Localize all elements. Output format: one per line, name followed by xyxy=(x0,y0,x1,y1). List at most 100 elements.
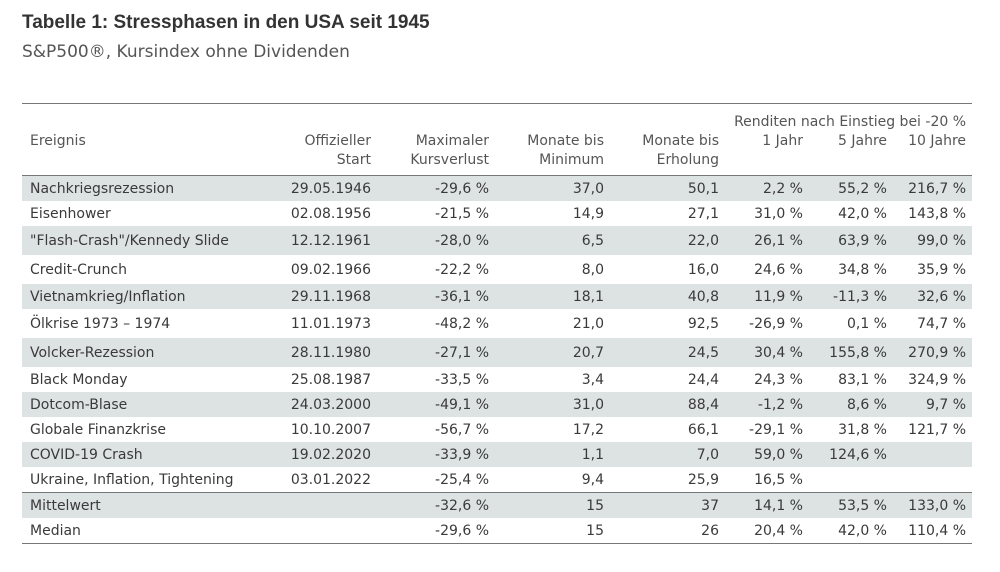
table-cell: -28,0 % xyxy=(377,226,495,255)
table-cell: 11.01.1973 xyxy=(290,315,371,332)
table-cell: -27,1 % xyxy=(377,338,495,367)
table-cell: 42,0 % xyxy=(809,518,893,544)
table-cell: 03.01.2022 xyxy=(290,471,371,488)
table-subtitle: S&P500®, Kursindex ohne Dividenden xyxy=(22,42,350,62)
table-cell: 31,0 % xyxy=(754,205,803,222)
table-cell: 09.02.1966 xyxy=(290,261,371,278)
column-header-1-jahr: 1 Jahr xyxy=(725,130,809,176)
table-cell: 0,1 % xyxy=(846,315,887,332)
table-cell: 63,9 % xyxy=(809,226,893,255)
table-cell: -11,3 % xyxy=(809,284,893,309)
event-name-cell: COVID-19 Crash xyxy=(22,442,272,467)
table-cell: 16,0 xyxy=(687,261,719,278)
table-row: Ölkrise 1973 – 1974 11.01.1973 -48,2 % 21,0… xyxy=(22,309,972,338)
table-cell: 74,7 % xyxy=(917,315,967,332)
table-body: Nachkriegsrezession 29.05.1946 -29,6 % 37,0… xyxy=(22,175,973,544)
table-cell: 37 xyxy=(610,492,725,518)
table-row: Volcker-Rezession 28.11.1980 -27,1 % 20,7 24… xyxy=(22,338,973,367)
header-spacer xyxy=(495,103,610,130)
table-cell: 29.11.1968 xyxy=(272,284,377,309)
returns-group-header: Renditen nach Einstieg bei -20 % xyxy=(725,103,973,130)
table-cell xyxy=(272,492,377,518)
table-cell: 29.05.1946 xyxy=(272,175,377,201)
table-row: Nachkriegsrezession 29.05.1946 -29,6 % 37,0… xyxy=(22,175,973,201)
table-cell: 28.11.1980 xyxy=(272,338,377,367)
table-cell: -25,4 % xyxy=(435,471,489,488)
table-cell: 124,6 % xyxy=(809,442,893,467)
table-cell: 11,9 % xyxy=(725,284,809,309)
table-cell: 24.03.2000 xyxy=(272,392,377,417)
table-cell: 30,4 % xyxy=(725,338,809,367)
table-cell: 7,0 xyxy=(610,442,725,467)
table-cell: -32,6 % xyxy=(377,492,495,518)
table-row: Ukraine, Inflation, Tightening 03.01.2022… xyxy=(22,467,972,493)
column-header-monate-minimum: Monate bis Minimum xyxy=(495,130,610,176)
table-cell: 66,1 xyxy=(687,421,719,438)
table-cell: 34,8 % xyxy=(838,261,887,278)
table-cell: 24,6 % xyxy=(754,261,803,278)
table-cell: -21,5 % xyxy=(435,205,489,222)
table-cell: 40,8 xyxy=(610,284,725,309)
event-name-cell: Credit-Crunch xyxy=(30,261,128,278)
table-cell: 31,0 xyxy=(495,392,610,417)
table-cell: 9,7 % xyxy=(893,392,973,417)
table-cell: 9,4 xyxy=(581,471,604,488)
table-cell: 22,0 xyxy=(610,226,725,255)
table-cell: 53,5 % xyxy=(809,492,893,518)
table-cell: 15 xyxy=(495,492,610,518)
column-header-5-jahre: 5 Jahre xyxy=(809,130,893,176)
header-spacer xyxy=(22,103,272,130)
table-cell: 1,1 xyxy=(495,442,610,467)
event-name-cell: Black Monday xyxy=(30,371,128,388)
event-name-cell: Median xyxy=(22,518,272,544)
table-cell: -29,1 % xyxy=(749,421,803,438)
event-name-cell: Dotcom-Blase xyxy=(22,392,272,417)
column-header-monate-erholung: Monate bis Erholung xyxy=(610,130,725,176)
table-cell: -22,2 % xyxy=(435,261,489,278)
event-name-cell: "Flash-Crash"/Kennedy Slide xyxy=(22,226,272,255)
table-cell: -48,2 % xyxy=(435,315,489,332)
table-cell: 19.02.2020 xyxy=(272,442,377,467)
table-cell: -49,1 % xyxy=(377,392,495,417)
event-name-cell: Mittelwert xyxy=(22,492,272,518)
table-cell: -29,6 % xyxy=(377,518,495,544)
table-cell: 24,5 xyxy=(610,338,725,367)
table-cell: 8,0 xyxy=(581,261,604,278)
stress-phases-table: Renditen nach Einstieg bei -20 % Ereigni… xyxy=(22,103,973,544)
table-cell: 16,5 % xyxy=(754,471,803,488)
table-cell: 18,1 xyxy=(495,284,610,309)
table-cell: 83,1 % xyxy=(838,371,887,388)
column-header-10-jahre: 10 Jahre xyxy=(893,130,973,176)
event-name-cell: Ölkrise 1973 – 1974 xyxy=(30,315,171,332)
column-header-start: Offizieller Start xyxy=(272,130,377,176)
table-cell: -29,6 % xyxy=(377,175,495,201)
table-cell: 270,9 % xyxy=(893,338,973,367)
table-cell: 133,0 % xyxy=(893,492,973,518)
table-cell: -26,9 % xyxy=(749,315,803,332)
table-cell: 24,4 xyxy=(687,371,719,388)
table-row: Vietnamkrieg/Inflation 29.11.1968 -36,1 % 1… xyxy=(22,284,973,309)
table-cell: 99,0 % xyxy=(893,226,973,255)
table-cell: 50,1 xyxy=(610,175,725,201)
table-cell: 59,0 % xyxy=(725,442,809,467)
table-cell: 14,1 % xyxy=(725,492,809,518)
header-spacer xyxy=(377,103,495,130)
table-cell: 32,6 % xyxy=(893,284,973,309)
table-cell: 110,4 % xyxy=(893,518,973,544)
table-cell: 25,9 xyxy=(687,471,719,488)
table-cell: 02.08.1956 xyxy=(290,205,371,222)
table-cell: 2,2 % xyxy=(725,175,809,201)
table-row: Eisenhower 02.08.1956 -21,5 % 14,9 27,1 31,0 … xyxy=(22,201,972,226)
table-cell: 14,9 xyxy=(572,205,604,222)
table-cell: -33,9 % xyxy=(377,442,495,467)
header-spacer xyxy=(610,103,725,130)
table-cell: 10.10.2007 xyxy=(290,421,371,438)
event-name-cell: Ukraine, Inflation, Tightening xyxy=(30,471,234,488)
table-cell: 55,2 % xyxy=(809,175,893,201)
table-cell: 88,4 xyxy=(610,392,725,417)
table-cell: 37,0 xyxy=(495,175,610,201)
table-cell: 15 xyxy=(495,518,610,544)
table-row: Black Monday 25.08.1987 -33,5 % 3,4 24,4 24,3… xyxy=(22,367,972,392)
table-cell: -1,2 % xyxy=(725,392,809,417)
table-cell: 35,9 % xyxy=(917,261,967,278)
